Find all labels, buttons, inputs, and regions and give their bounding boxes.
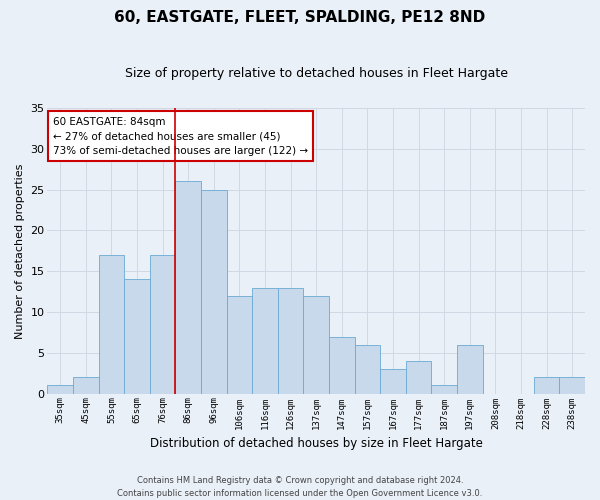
Bar (98, 255, 124, 394)
Title: Size of property relative to detached houses in Fleet Hargate: Size of property relative to detached ho… (125, 68, 508, 80)
Bar (47, 386, 73, 394)
Text: 60 EASTGATE: 84sqm
← 27% of detached houses are smaller (45)
73% of semi-detache: 60 EASTGATE: 84sqm ← 27% of detached hou… (53, 116, 308, 156)
Bar (380, 369, 406, 394)
Bar (201, 190, 227, 394)
Y-axis label: Number of detached properties: Number of detached properties (15, 163, 25, 338)
Bar (227, 296, 252, 394)
Bar (406, 361, 431, 394)
X-axis label: Distribution of detached houses by size in Fleet Hargate: Distribution of detached houses by size … (150, 437, 482, 450)
Text: Contains HM Land Registry data © Crown copyright and database right 2024.
Contai: Contains HM Land Registry data © Crown c… (118, 476, 482, 498)
Bar (278, 288, 304, 394)
Bar (457, 344, 482, 394)
Bar (304, 296, 329, 394)
Bar (329, 336, 355, 394)
Bar (431, 386, 457, 394)
Bar (150, 255, 175, 394)
Bar (534, 378, 559, 394)
Bar (73, 378, 98, 394)
Bar (124, 280, 150, 394)
Bar (559, 378, 585, 394)
Bar (355, 344, 380, 394)
Text: 60, EASTGATE, FLEET, SPALDING, PE12 8ND: 60, EASTGATE, FLEET, SPALDING, PE12 8ND (115, 10, 485, 25)
Bar (175, 182, 201, 394)
Bar (252, 288, 278, 394)
